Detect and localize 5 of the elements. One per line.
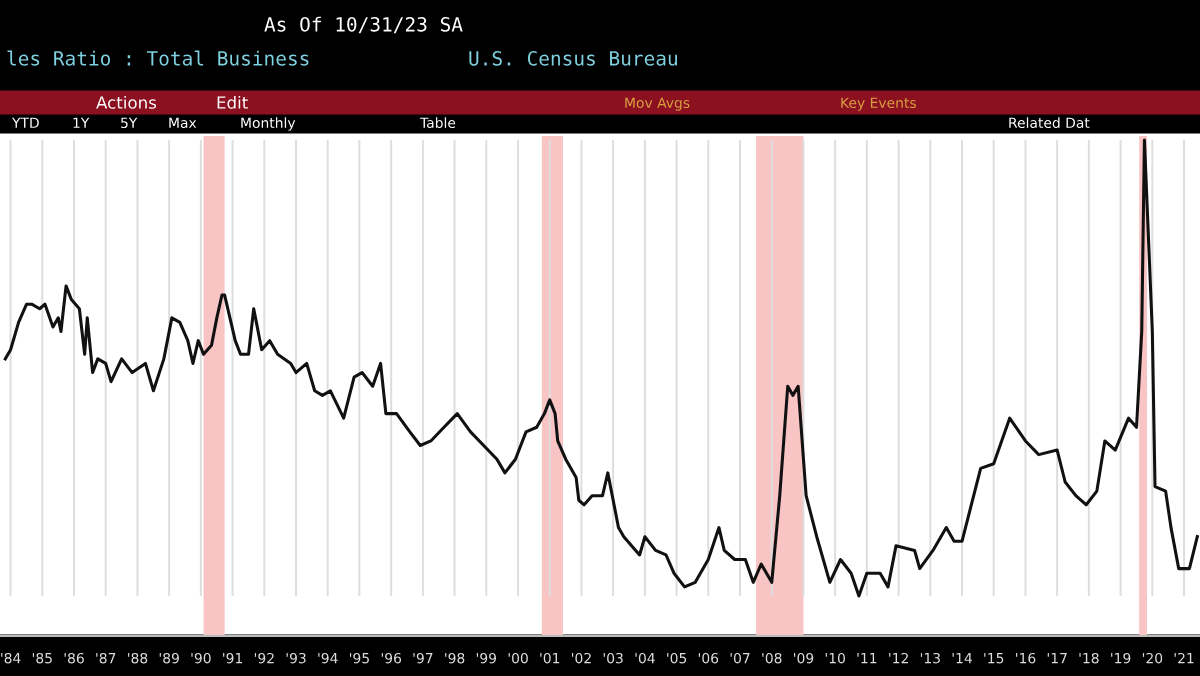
text: Edit: [217, 95, 248, 109]
chart-title: les Ratio : Total Business: [7, 50, 309, 66]
chart-subtitle: U.S. Census Bureau: [469, 50, 677, 66]
text: As Of 10/31/23 SA: [264, 16, 463, 34]
text: Actions: [96, 95, 157, 109]
